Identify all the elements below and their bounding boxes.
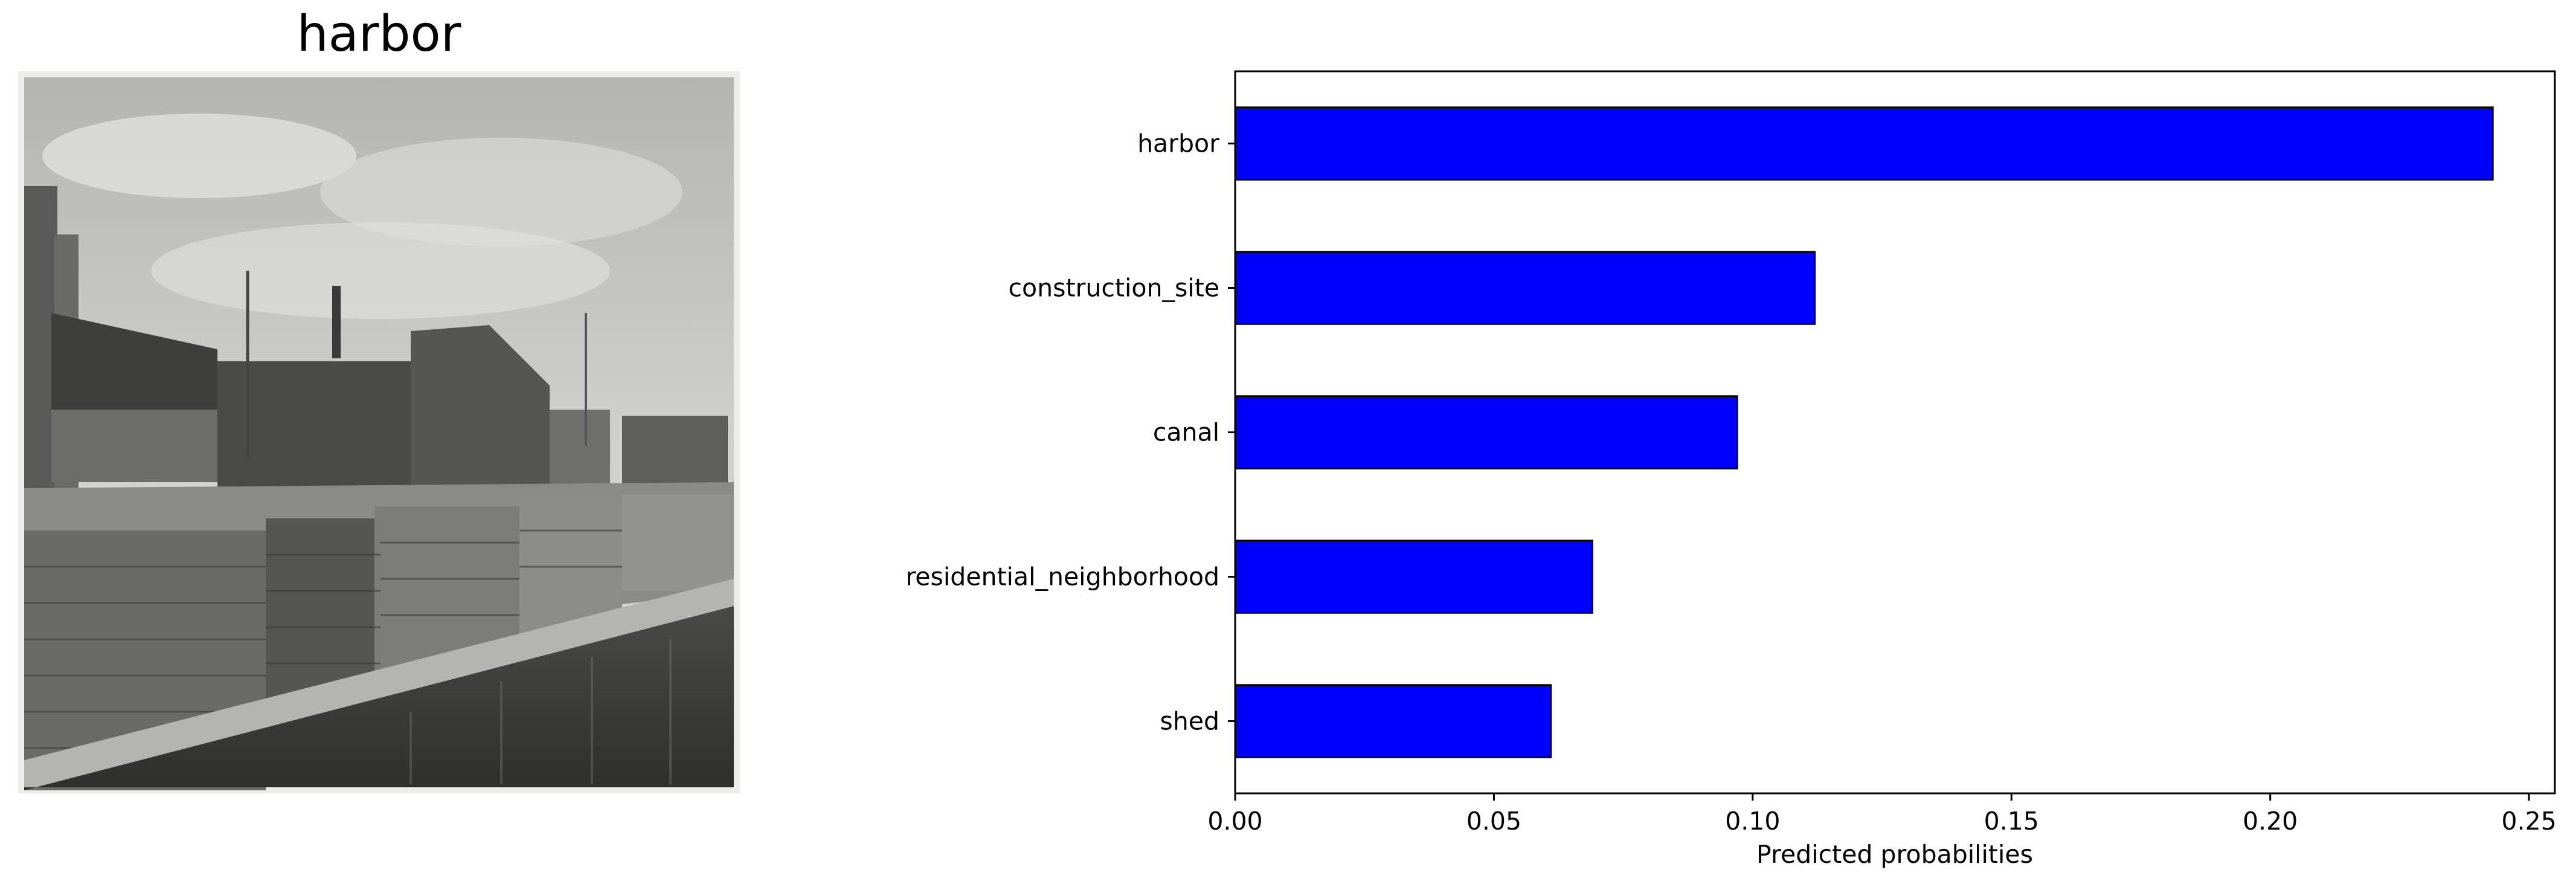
x-tick-label: 0.05 <box>1466 807 1521 836</box>
y-tick-label: canal <box>1153 418 1219 447</box>
bar-residential-neighborhood <box>1234 540 1593 614</box>
bar-harbor <box>1234 106 2494 181</box>
y-tick-label: construction_site <box>1008 274 1219 303</box>
bars-layer <box>1234 106 2494 758</box>
bar-canal <box>1234 395 1738 469</box>
x-axis-label: Predicted probabilities <box>1756 840 2033 869</box>
y-tick-label: residential_neighborhood <box>905 563 1219 592</box>
harbor-photo-image <box>18 71 740 793</box>
bar-construction-site <box>1234 251 1816 325</box>
bar-shed <box>1234 684 1552 758</box>
y-tick-label: shed <box>1160 707 1219 736</box>
photo-title: harbor <box>297 5 461 63</box>
x-tick-label: 0.20 <box>2243 807 2298 836</box>
x-tick-label: 0.00 <box>1207 807 1262 836</box>
x-tick-label: 0.10 <box>1725 807 1780 836</box>
x-tick-label: 0.15 <box>1984 807 2039 836</box>
x-tick-label: 0.25 <box>2502 807 2557 836</box>
x-axis: 0.00 0.05 0.10 0.15 0.20 0.25 <box>1207 793 2557 836</box>
y-tick-label: harbor <box>1137 129 1219 158</box>
